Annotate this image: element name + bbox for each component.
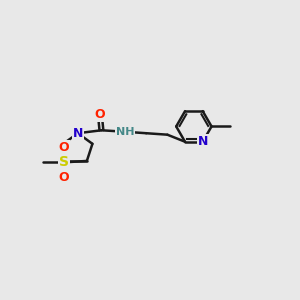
Text: NH: NH xyxy=(116,127,134,137)
Text: O: O xyxy=(94,109,105,122)
Text: S: S xyxy=(59,155,69,170)
Text: O: O xyxy=(58,171,69,184)
Text: N: N xyxy=(197,135,208,148)
Text: N: N xyxy=(73,127,83,140)
Text: O: O xyxy=(58,141,69,154)
